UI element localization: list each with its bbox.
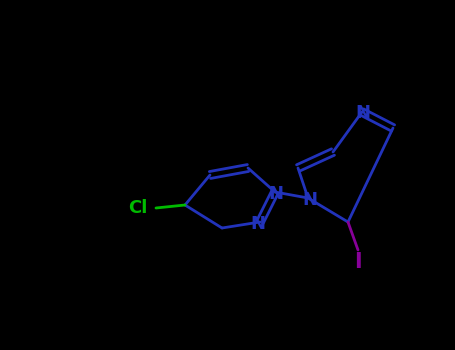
Text: I: I xyxy=(354,252,362,272)
Text: Cl: Cl xyxy=(128,199,148,217)
Text: N: N xyxy=(251,215,266,233)
Text: N: N xyxy=(268,185,283,203)
Text: N: N xyxy=(303,191,318,209)
Text: N: N xyxy=(355,104,370,122)
